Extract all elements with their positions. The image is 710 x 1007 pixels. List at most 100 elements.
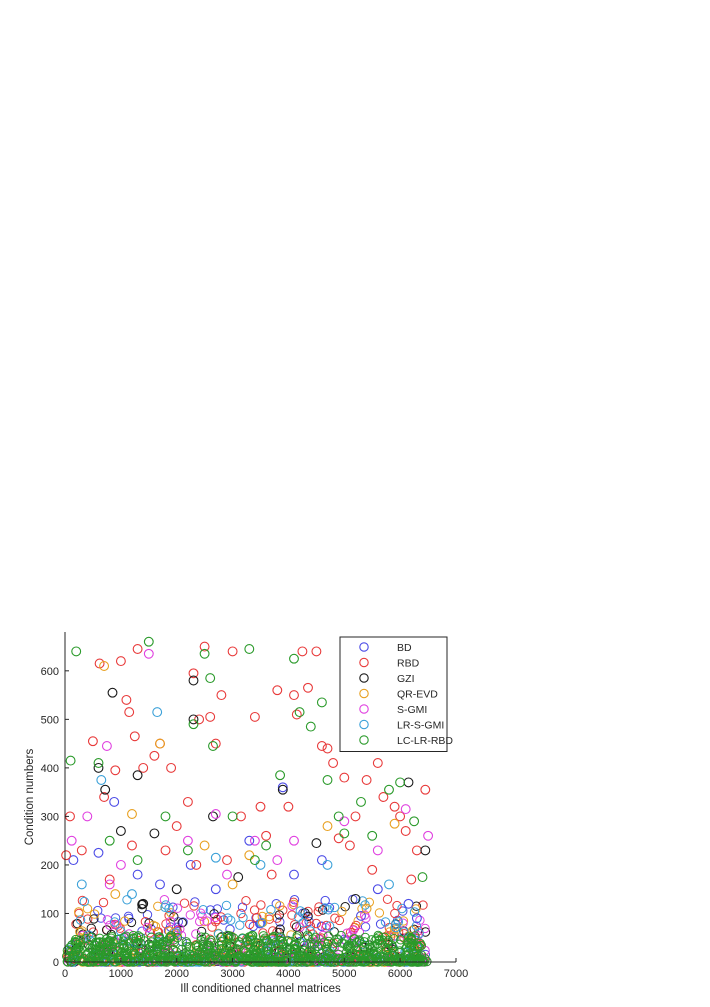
y-tick-label: 400	[41, 763, 59, 775]
data-point	[361, 775, 372, 785]
legend-item: BD	[359, 642, 412, 654]
data-point	[199, 951, 210, 961]
data-point	[93, 762, 104, 773]
data-point	[71, 646, 82, 657]
data-point	[137, 956, 148, 966]
series-bd	[68, 782, 422, 924]
x-tick-label: 4000	[276, 968, 300, 980]
data-point	[188, 719, 199, 730]
data-point	[235, 944, 246, 955]
data-point	[367, 864, 378, 875]
data-point	[245, 919, 255, 930]
data-point	[148, 940, 158, 951]
data-point	[375, 919, 386, 929]
data-point	[185, 941, 195, 952]
data-point	[360, 910, 370, 920]
data-point	[82, 811, 93, 822]
data-point	[149, 828, 160, 839]
data-point	[252, 912, 262, 923]
data-point	[83, 914, 93, 924]
data-point	[411, 954, 421, 964]
data-point	[102, 915, 113, 925]
data-point	[281, 947, 292, 957]
data-point	[249, 711, 260, 722]
data-point	[382, 894, 393, 904]
data-point	[143, 636, 154, 647]
data-point	[403, 898, 414, 909]
data-point	[413, 956, 424, 966]
data-point	[337, 906, 347, 917]
data-point	[253, 943, 264, 953]
data-point	[101, 934, 112, 944]
data-point	[127, 809, 137, 819]
data-point	[339, 772, 350, 783]
data-point	[308, 934, 318, 944]
data-point	[420, 845, 431, 856]
data-point	[210, 738, 221, 749]
data-point	[216, 690, 227, 701]
legend-box	[339, 636, 448, 752]
x-tick-label: 5000	[332, 968, 356, 980]
data-point	[104, 835, 115, 846]
data-point	[61, 850, 72, 861]
data-point	[291, 922, 302, 932]
data-point	[216, 932, 226, 943]
data-point	[323, 936, 334, 947]
data-point	[261, 840, 272, 851]
data-point	[152, 943, 163, 953]
x-tick-label: 1000	[109, 968, 133, 980]
series-qr-evd	[99, 661, 400, 914]
data-point	[311, 838, 322, 849]
data-point	[221, 900, 232, 911]
y-tick-label: 500	[41, 714, 59, 726]
data-point	[305, 721, 316, 732]
data-point	[293, 953, 304, 964]
data-point	[393, 917, 404, 927]
data-point	[303, 682, 313, 693]
data-point	[164, 903, 174, 914]
data-point	[288, 899, 299, 910]
data-point	[359, 945, 369, 956]
data-point	[275, 901, 285, 911]
data-point	[212, 904, 223, 914]
data-point	[87, 736, 98, 747]
data-point	[269, 931, 279, 942]
data-point	[171, 821, 182, 832]
data-point	[403, 938, 413, 948]
data-point	[378, 792, 389, 802]
data-point	[66, 835, 77, 846]
data-point	[191, 929, 201, 939]
data-point	[289, 943, 299, 954]
data-point	[305, 950, 315, 960]
data-point	[333, 935, 344, 945]
data-point	[318, 905, 328, 915]
legend-label: S-GMI	[397, 704, 427, 716]
data-point	[238, 912, 248, 923]
data-point	[346, 931, 356, 941]
x-axis-label: Ill conditioned channel matrices	[180, 983, 341, 995]
data-point	[84, 947, 94, 957]
data-point	[380, 932, 390, 942]
legend-label: LR-S-GMI	[397, 720, 444, 732]
data-point	[277, 936, 287, 947]
data-point	[168, 945, 179, 955]
data-point	[404, 949, 414, 959]
data-point	[244, 644, 255, 654]
data-point	[276, 940, 287, 950]
legend: BD RBD GZI QR-EVD S-GMI LR-S-GMI LC-LR-RBD	[339, 636, 453, 752]
data-point	[188, 714, 199, 725]
data-point	[399, 927, 409, 937]
data-point	[120, 916, 130, 926]
data-point	[109, 796, 120, 807]
data-point	[244, 835, 255, 846]
data-point	[160, 902, 170, 912]
data-point	[388, 942, 398, 952]
data-point	[182, 939, 192, 949]
data-point	[260, 933, 270, 943]
data-point	[330, 913, 340, 923]
data-point	[316, 697, 327, 708]
data-point	[227, 811, 238, 822]
legend-item: QR-EVD	[359, 689, 438, 701]
data-point	[423, 830, 434, 841]
